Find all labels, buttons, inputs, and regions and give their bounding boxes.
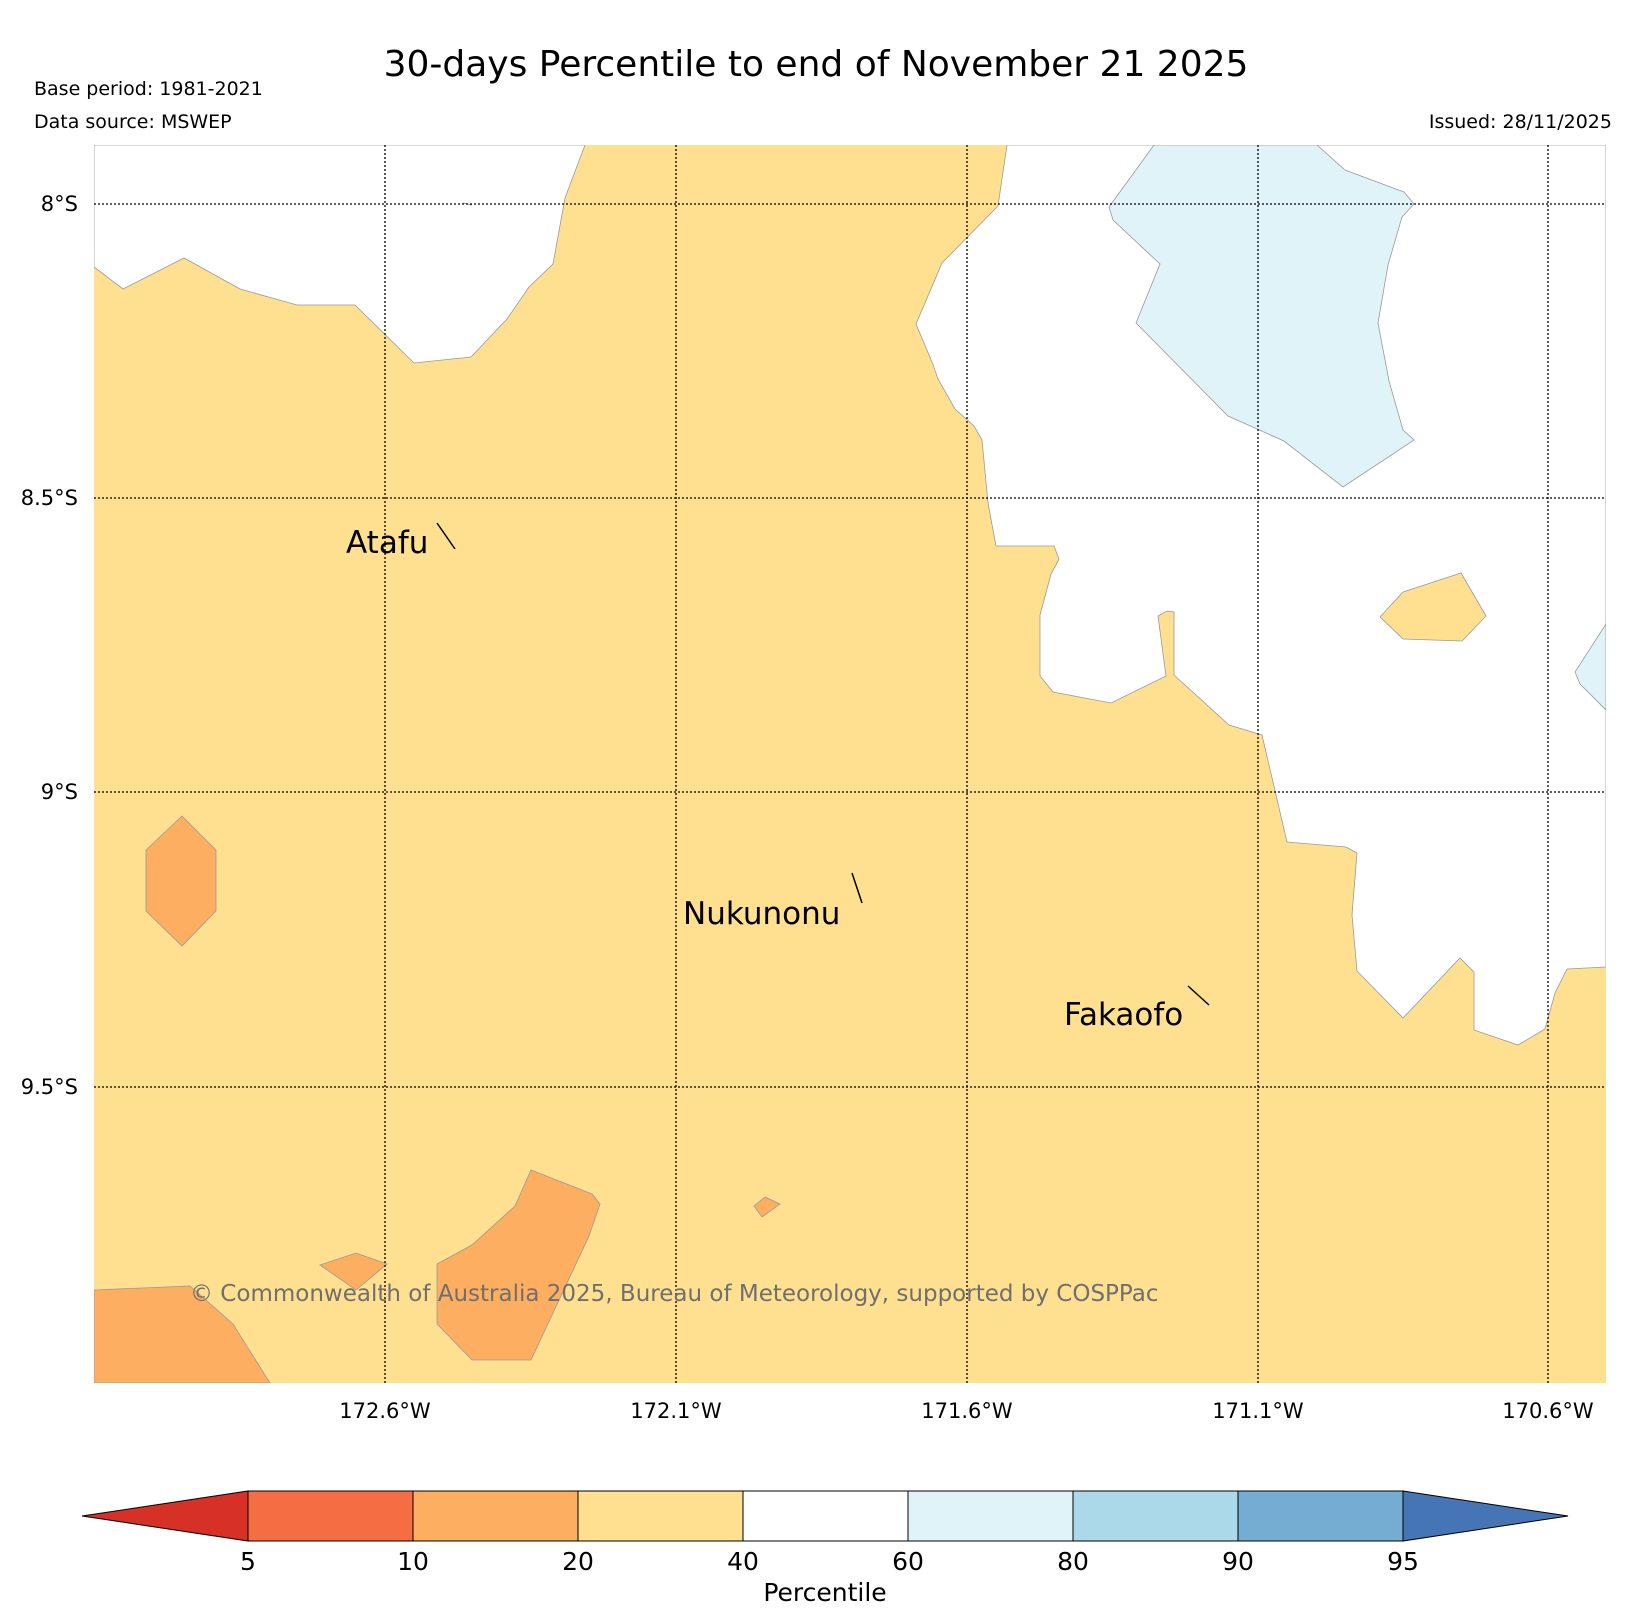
map-title: 30-days Percentile to end of November 21… — [383, 44, 1249, 85]
fakaofo-island-marker — [1187, 985, 1210, 1006]
colorbar-tick-90: 90 — [1222, 1547, 1254, 1576]
colorbar-90-95 — [1237, 1490, 1404, 1542]
lat-label-9-5s: 9.5°S — [21, 1075, 78, 1099]
region-10-20-west — [145, 815, 217, 947]
lon-label-171-6w: 171.6°W — [921, 1399, 1013, 1423]
base-period-text: Base period: 1981-2021 — [34, 78, 263, 100]
colorbar-above-95 — [1402, 1490, 1569, 1542]
lon-label-172-1w: 172.1°W — [630, 1399, 722, 1423]
lat-label-8s: 8°S — [41, 192, 78, 216]
colorbar-tick-80: 80 — [1057, 1547, 1089, 1576]
place-label-nukunonu: Nukunonu — [683, 896, 840, 932]
region-10-20-small — [319, 1252, 388, 1291]
lon-label-172-6w: 172.6°W — [339, 1399, 431, 1423]
copyright-text: © Commonwealth of Australia 2025, Bureau… — [190, 1281, 1159, 1307]
lon-label-170-6w: 170.6°W — [1502, 1399, 1594, 1423]
colorbar-tick-20: 20 — [562, 1547, 594, 1576]
colorbar-80-90 — [1072, 1490, 1239, 1542]
lat-label-9s: 9°S — [41, 780, 78, 804]
colorbar-20-40 — [577, 1490, 744, 1542]
region-10-20-southwest — [94, 1285, 271, 1383]
region-60-80-north — [1108, 145, 1415, 488]
region-10-20-tiny — [753, 1196, 781, 1218]
colorbar-10-20 — [412, 1490, 579, 1542]
map-plot-area: Atafu Nukunonu Fakaofo © Commonwealth of… — [94, 145, 1606, 1383]
region-40-60-east — [915, 145, 1606, 1046]
lon-label-171-1w: 171.1°W — [1212, 1399, 1304, 1423]
region-60-80-east — [1574, 623, 1606, 711]
atafu-island-marker — [436, 522, 456, 550]
colorbar-5-10 — [247, 1490, 414, 1542]
region-20-40-patch — [1379, 572, 1487, 642]
colorbar-tick-40: 40 — [727, 1547, 759, 1576]
colorbar-below-5 — [81, 1490, 249, 1542]
region-10-20-south — [436, 1169, 601, 1361]
colorbar — [81, 1490, 1569, 1542]
lat-gridlines — [94, 203, 1606, 1088]
colorbar-40-60 — [742, 1490, 909, 1542]
place-label-atafu: Atafu — [346, 525, 428, 561]
colorbar-label: Percentile — [763, 1578, 886, 1607]
lat-label-8-5s: 8.5°S — [21, 486, 78, 510]
issued-date-text: Issued: 28/11/2025 — [1428, 111, 1612, 133]
place-label-fakaofo: Fakaofo — [1064, 997, 1183, 1033]
data-source-text: Data source: MSWEP — [34, 111, 232, 133]
colorbar-tick-60: 60 — [892, 1547, 924, 1576]
colorbar-tick-10: 10 — [397, 1547, 429, 1576]
colorbar-tick-95: 95 — [1387, 1547, 1419, 1576]
nukunonu-island-marker — [851, 872, 863, 904]
colorbar-tick-5: 5 — [240, 1547, 256, 1576]
region-40-60 — [94, 145, 586, 364]
colorbar-60-80 — [907, 1490, 1074, 1542]
